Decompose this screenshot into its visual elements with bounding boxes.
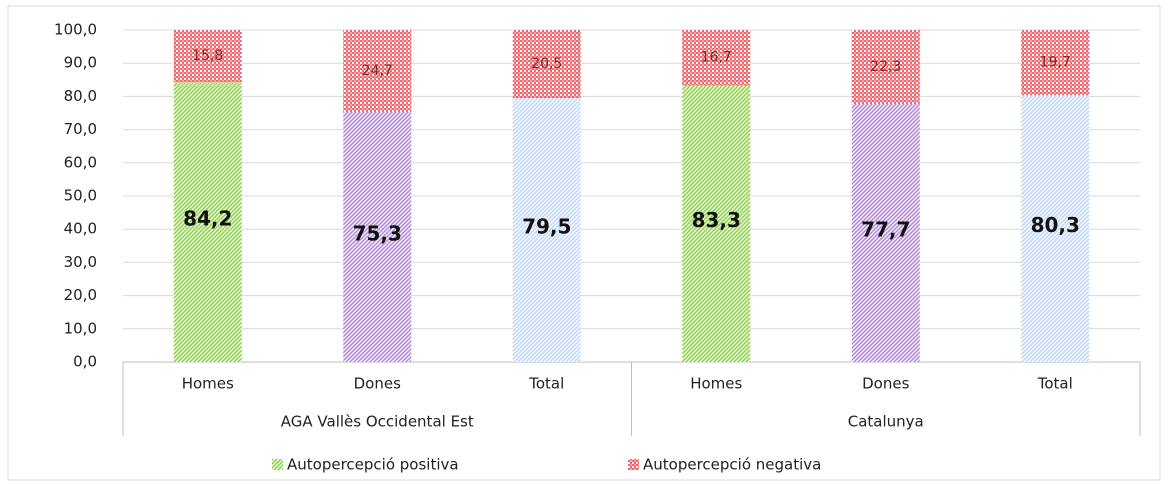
y-tick-label: 40,0 (64, 220, 97, 238)
data-label: 79,5 (522, 215, 571, 239)
x-tick-label: Total (1037, 375, 1073, 393)
x-tick-label: Total (528, 375, 564, 393)
y-tick-label: 80,0 (64, 87, 97, 105)
data-label: 24,7 (362, 63, 393, 79)
y-tick-label: 70,0 (64, 120, 97, 138)
y-tick-label: 90,0 (64, 54, 97, 72)
data-label: 77,7 (861, 218, 910, 242)
y-tick-label: 20,0 (64, 286, 97, 304)
bar-segment (343, 112, 412, 362)
data-label: 84,2 (183, 207, 232, 231)
legend-label: Autopercepció negativa (643, 456, 821, 474)
data-label: 15,8 (192, 48, 223, 64)
bar-segment (1021, 30, 1090, 96)
x-tick-label: Dones (354, 375, 401, 393)
data-label: 20,5 (531, 56, 562, 72)
y-tick-label: 100,0 (54, 21, 97, 39)
data-label: 16,7 (701, 50, 732, 66)
x-tick-label: Dones (862, 375, 909, 393)
bar-segment (343, 30, 412, 113)
bar-segment (682, 30, 751, 86)
y-tick-label: 30,0 (64, 253, 97, 271)
group-label: Catalunya (848, 413, 924, 431)
x-tick-label: Homes (690, 375, 742, 393)
data-label: 75,3 (353, 222, 402, 246)
data-label: 83,3 (692, 208, 741, 232)
bar-segment (512, 30, 581, 99)
y-tick-label: 60,0 (64, 153, 97, 171)
y-tick-label: 0,0 (73, 353, 97, 371)
data-label: 80,3 (1031, 213, 1080, 237)
bar-segment (851, 30, 920, 105)
y-tick-label: 50,0 (64, 187, 97, 205)
bar-segment (851, 104, 920, 362)
data-label: 19,7 (1040, 55, 1071, 71)
legend-label: Autopercepció positiva (287, 456, 459, 474)
data-label: 22,3 (870, 59, 901, 75)
x-tick-label: Homes (182, 375, 234, 393)
bar-segment (682, 85, 751, 362)
legend-swatch (628, 459, 639, 470)
bar-segment (173, 82, 242, 363)
legend-swatch (272, 459, 283, 470)
group-label: AGA Vallès Occidental Est (281, 413, 474, 431)
bar-segment (1021, 95, 1090, 363)
bar-segment (512, 98, 581, 362)
y-tick-label: 10,0 (64, 319, 97, 337)
bar-segment (173, 30, 242, 83)
